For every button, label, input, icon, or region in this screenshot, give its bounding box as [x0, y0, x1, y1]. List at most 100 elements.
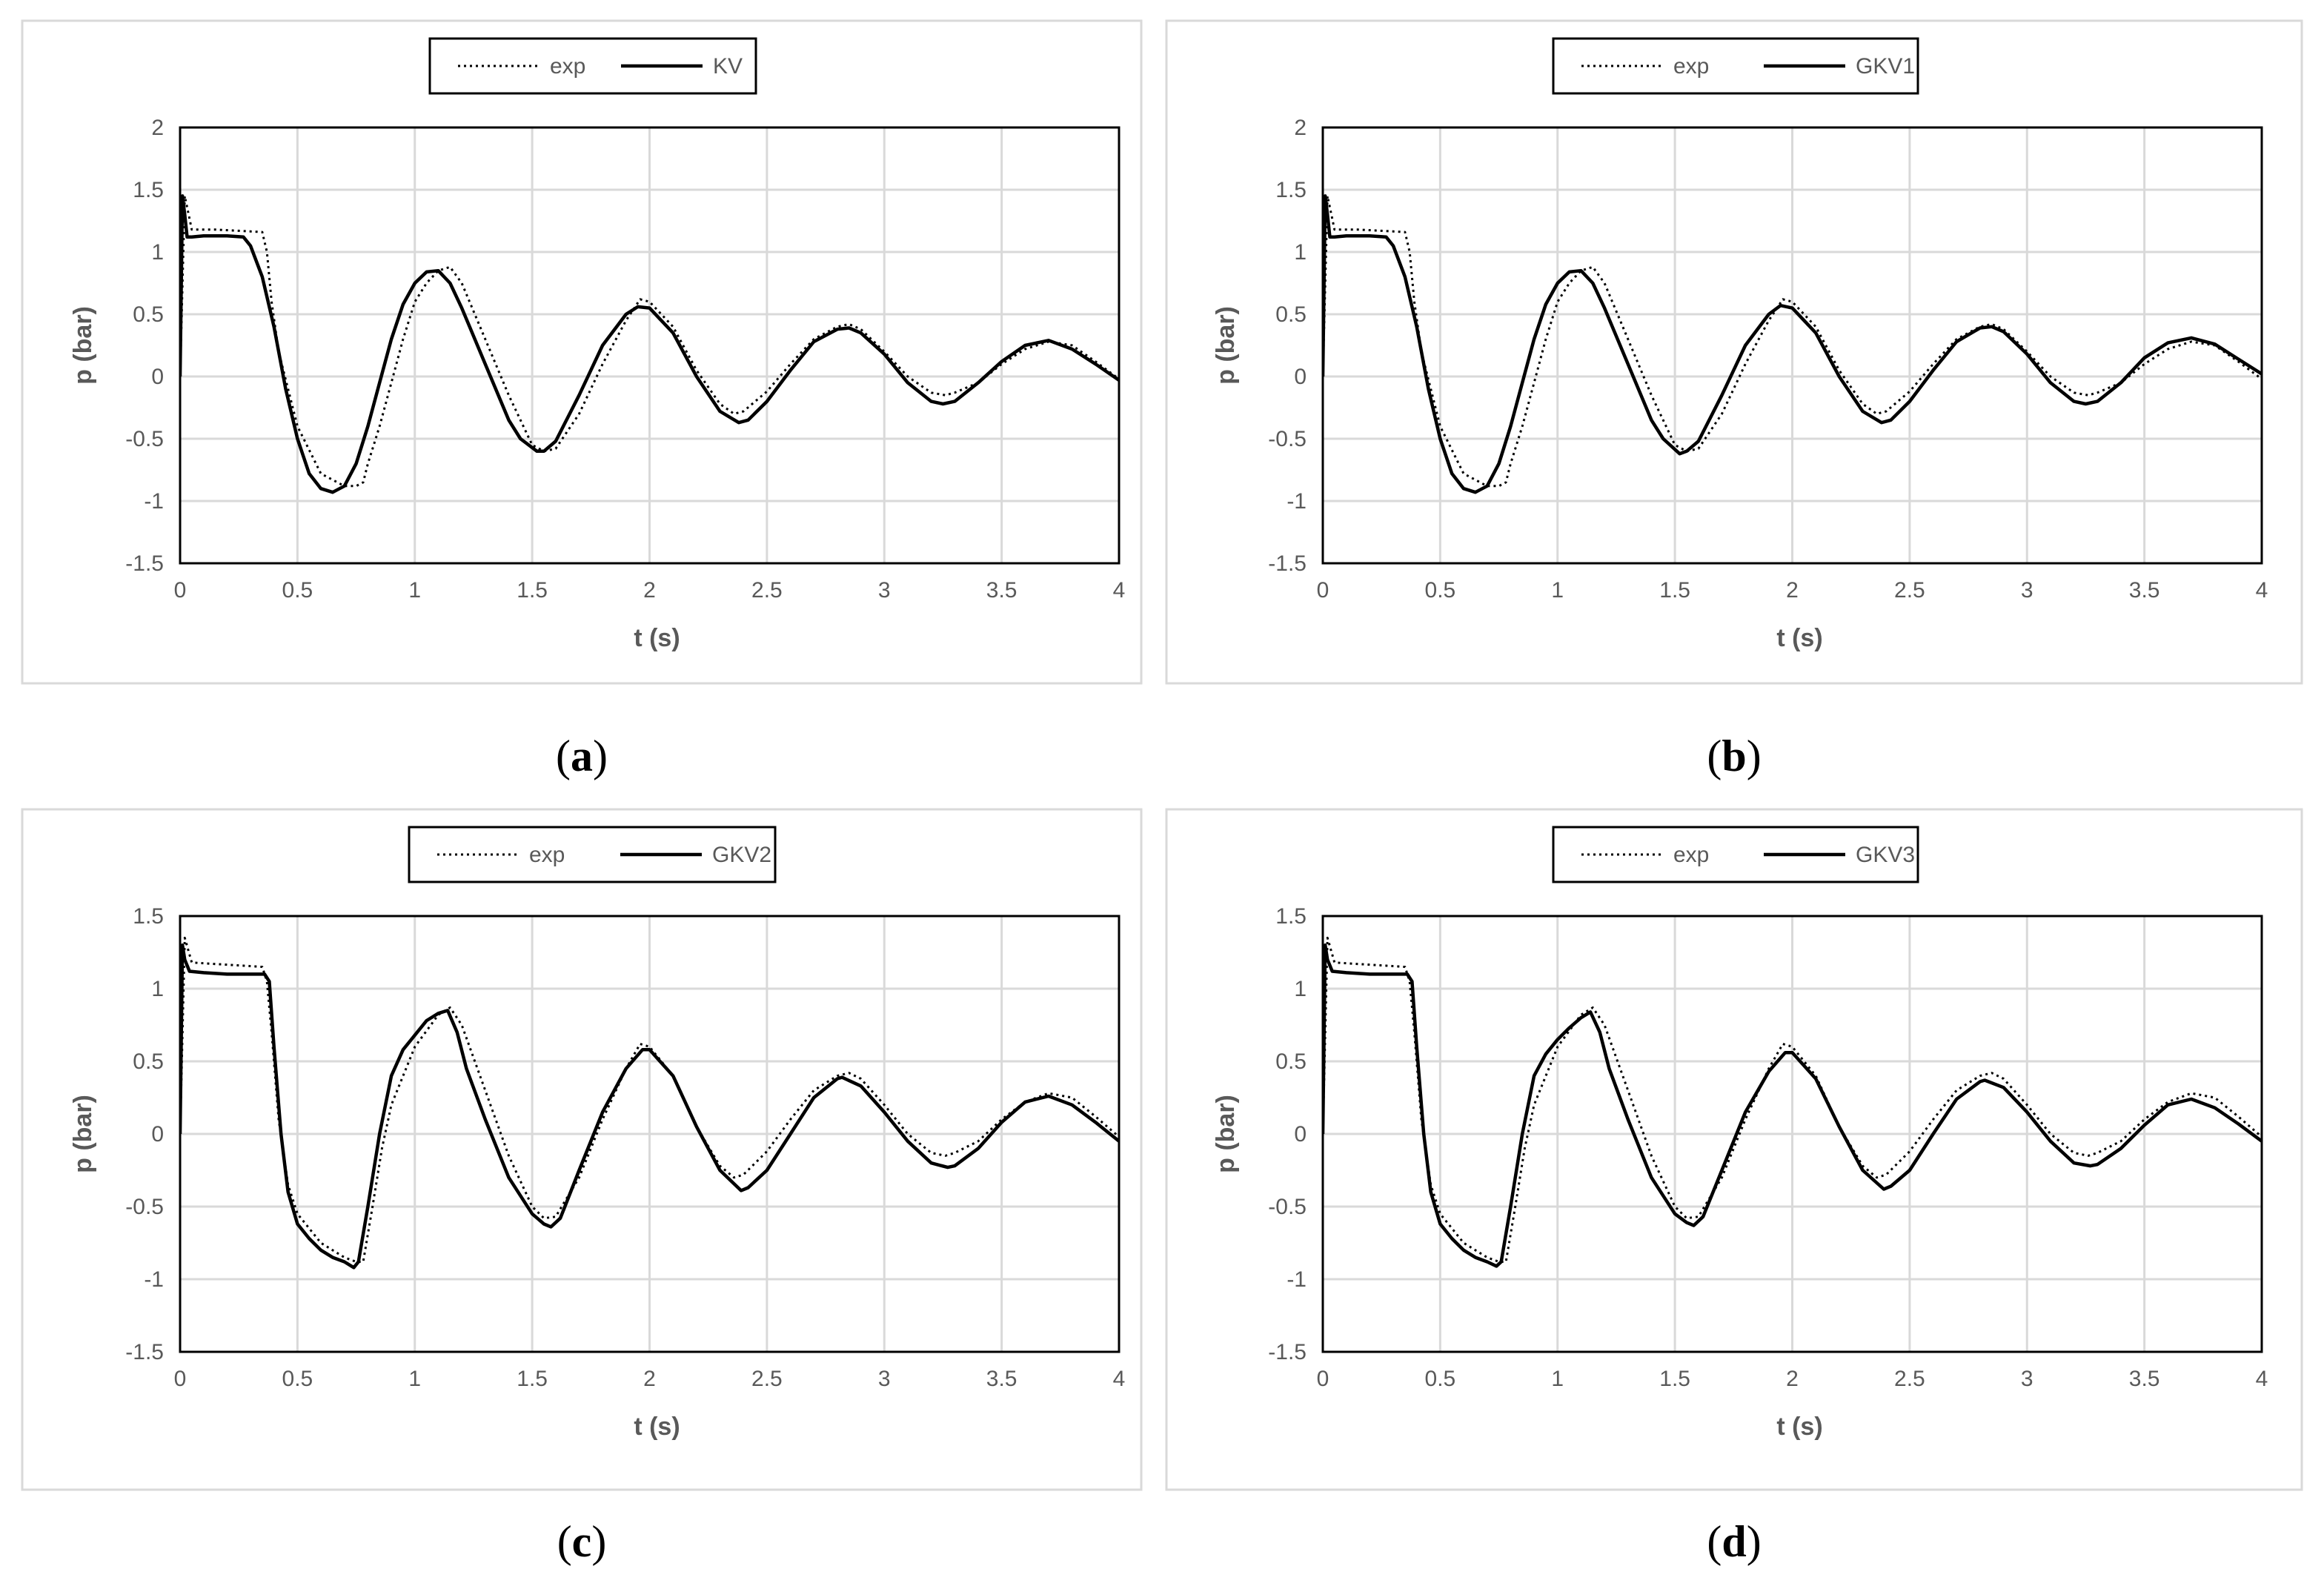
- y-tick-label: -1.5: [125, 551, 164, 576]
- y-tick-label: 0: [1294, 365, 1307, 389]
- x-tick-label: 4: [2256, 1367, 2268, 1391]
- x-tick-label: 0.5: [1425, 578, 1456, 603]
- x-tick-label: 3.5: [2129, 578, 2160, 603]
- legend: exp GKV3: [1552, 826, 1919, 883]
- legend-box: [1552, 37, 1919, 95]
- y-tick-label: 0: [1294, 1122, 1307, 1147]
- chart-panel-c: 0 0.5 1 1.5 2 2.5 3 3.5 4 1.5 1 0.5 0 -0.5 -1 -1.5 t (s)…: [21, 808, 1143, 1566]
- x-tick-label: 2.5: [751, 578, 783, 603]
- legend-label: GKV2: [712, 843, 771, 867]
- x-tick-label: 0.5: [282, 1367, 313, 1391]
- x-tick-label: 0: [174, 1367, 187, 1391]
- x-tick-label: 2: [643, 1367, 656, 1391]
- chart-frame: [1165, 19, 2303, 685]
- x-tick-label: 3: [878, 1367, 891, 1391]
- y-tick-label: -0.5: [125, 1195, 164, 1219]
- y-tick-label: -1: [1286, 1267, 1307, 1292]
- x-tick-label: 1: [408, 578, 421, 603]
- y-tick-label: 0.5: [133, 1049, 164, 1074]
- panel-caption: (a): [556, 732, 608, 780]
- legend-box: [428, 37, 757, 95]
- x-tick-label: 3: [878, 578, 891, 603]
- legend-label: GKV3: [1856, 843, 1915, 867]
- x-tick-label: 3.5: [2129, 1367, 2160, 1391]
- x-axis-label: t (s): [634, 1413, 680, 1441]
- legend: exp KV: [428, 37, 757, 95]
- x-tick-label: 2.5: [1894, 1367, 1925, 1391]
- x-tick-label: 2: [1786, 1367, 1799, 1391]
- chart-frame: [21, 19, 1143, 685]
- x-axis-label: t (s): [1776, 1413, 1822, 1441]
- y-axis-label: p (bar): [1212, 306, 1240, 385]
- y-tick-label: 1.5: [1275, 904, 1307, 929]
- y-tick-label: -0.5: [1268, 1195, 1307, 1219]
- y-tick-label: 0.5: [1275, 302, 1307, 327]
- x-tick-label: 3: [2021, 1367, 2034, 1391]
- legend-label: exp: [1673, 843, 1709, 867]
- legend: exp GKV1: [1552, 37, 1919, 95]
- y-tick-label: -1.5: [1268, 1340, 1307, 1364]
- series-line-exp: [1323, 194, 2262, 488]
- x-tick-label: 2.5: [1894, 578, 1925, 603]
- x-tick-label: 1: [1551, 1367, 1564, 1391]
- chart-panel-a: 0 0.5 1 1.5 2 2.5 3 3.5 4 2 1.5 1 0.5 0 -0.5 -1 -1.5 t (s…: [21, 19, 1143, 780]
- y-tick-label: -1.5: [125, 1340, 164, 1364]
- x-tick-label: 1.5: [517, 578, 548, 603]
- y-tick-label: 1: [1294, 977, 1307, 1001]
- y-tick-label: 1: [151, 240, 164, 265]
- y-tick-label: 2: [1294, 116, 1307, 140]
- x-tick-label: 3.5: [986, 1367, 1017, 1391]
- x-tick-label: 0.5: [282, 578, 313, 603]
- y-tick-label: 1.5: [133, 178, 164, 202]
- series-line-gkv2: [180, 943, 1119, 1270]
- x-tick-label: 2: [1786, 578, 1799, 603]
- y-tick-label: 2: [151, 116, 164, 140]
- panel-caption: (b): [1707, 732, 1761, 780]
- y-tick-label: 0.5: [1275, 1049, 1307, 1074]
- panel-caption: (c): [557, 1517, 607, 1566]
- y-axis-label: p (bar): [69, 1095, 97, 1173]
- x-tick-label: 1: [1551, 578, 1564, 603]
- x-tick-label: 4: [1113, 1367, 1126, 1391]
- x-tick-label: 0: [1317, 1367, 1329, 1391]
- series-line-gkv1: [1323, 194, 2262, 494]
- chart-panel-d: 0 0.5 1 1.5 2 2.5 3 3.5 4 1.5 1 0.5 0 -0.5 -1 -1.5 t (s)…: [1165, 808, 2303, 1566]
- legend-label: exp: [550, 54, 585, 79]
- x-tick-label: 1.5: [517, 1367, 548, 1391]
- series-line-exp: [1323, 936, 2262, 1263]
- legend-box: [408, 826, 777, 883]
- chart-panel-b: 0 0.5 1 1.5 2 2.5 3 3.5 4 2 1.5 1 0.5 0 -0.5 -1 -1.5 t (s…: [1165, 19, 2303, 780]
- x-tick-label: 0: [174, 578, 187, 603]
- legend-label: KV: [713, 54, 743, 79]
- y-tick-label: 0: [151, 1122, 164, 1147]
- x-tick-label: 3: [2021, 578, 2034, 603]
- y-tick-label: 0: [151, 365, 164, 389]
- y-tick-label: 1: [151, 977, 164, 1001]
- y-tick-label: -1.5: [1268, 551, 1307, 576]
- legend: exp GKV2: [408, 826, 777, 883]
- series-line-kv: [180, 194, 1119, 494]
- x-tick-label: 4: [2256, 578, 2268, 603]
- y-tick-label: -1: [144, 1267, 164, 1292]
- legend-label: exp: [529, 843, 565, 867]
- x-tick-label: 1.5: [1659, 1367, 1690, 1391]
- x-axis-label: t (s): [1776, 624, 1822, 652]
- y-tick-label: -1: [144, 489, 164, 514]
- x-tick-label: 4: [1113, 578, 1126, 603]
- x-tick-label: 0: [1317, 578, 1329, 603]
- series-line-gkv3: [1323, 943, 2262, 1268]
- x-tick-label: 2: [643, 578, 656, 603]
- x-tick-label: 1: [408, 1367, 421, 1391]
- legend-label: exp: [1673, 54, 1709, 79]
- x-axis-label: t (s): [634, 624, 680, 652]
- y-tick-label: 0.5: [133, 302, 164, 327]
- panel-caption: (d): [1707, 1517, 1761, 1566]
- y-tick-label: -0.5: [1268, 427, 1307, 451]
- series-line-exp: [180, 936, 1119, 1263]
- x-tick-label: 3.5: [986, 578, 1017, 603]
- y-axis-label: p (bar): [69, 306, 97, 385]
- y-tick-label: -1: [1286, 489, 1307, 514]
- y-tick-label: -0.5: [125, 427, 164, 451]
- y-axis-label: p (bar): [1212, 1095, 1240, 1173]
